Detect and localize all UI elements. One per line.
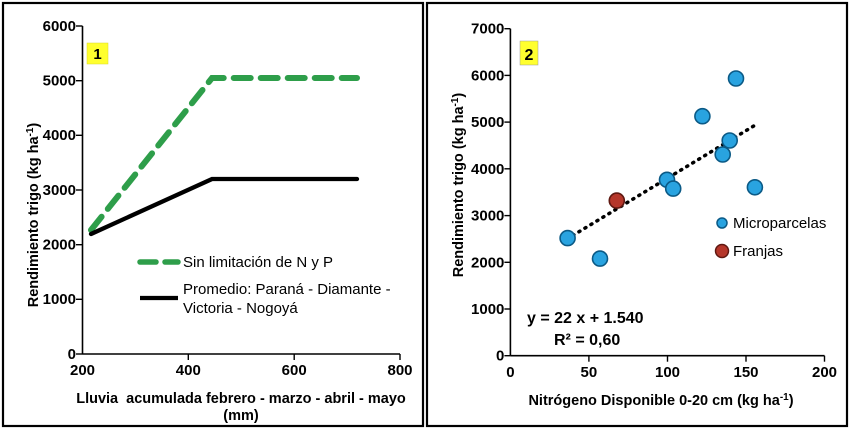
svg-text:Nitrógeno Disponible 0-20 cm (: Nitrógeno Disponible 0-20 cm (kg ha-1)	[528, 392, 793, 409]
svg-text:Franjas: Franjas	[733, 243, 783, 260]
svg-text:Promedio: Paraná - Diamante -: Promedio: Paraná - Diamante -	[183, 281, 391, 298]
svg-text:200: 200	[70, 362, 95, 379]
svg-text:600: 600	[282, 362, 307, 379]
svg-text:(mm): (mm)	[223, 408, 259, 424]
svg-text:1000: 1000	[471, 301, 504, 318]
svg-text:Lluvia acumulada febrero - ma: Lluvia acumulada febrero - marzo - abril…	[76, 391, 406, 407]
svg-text:50: 50	[581, 364, 598, 381]
svg-text:7000: 7000	[471, 21, 504, 38]
svg-text:0: 0	[506, 364, 514, 381]
svg-text:Rendimiento trigo (kg ha-1): Rendimiento trigo (kg ha-1)	[450, 93, 467, 278]
svg-text:200: 200	[812, 364, 837, 381]
svg-text:Rendimiento trigo (kg ha-1): Rendimiento trigo (kg ha-1)	[25, 123, 42, 308]
svg-text:4000: 4000	[471, 161, 504, 178]
svg-text:R² = 0,60: R² = 0,60	[554, 332, 620, 349]
svg-text:4000: 4000	[43, 127, 76, 144]
svg-text:1: 1	[93, 46, 101, 63]
svg-text:100: 100	[655, 364, 680, 381]
svg-text:3000: 3000	[43, 182, 76, 199]
svg-text:400: 400	[176, 362, 201, 379]
svg-text:1000: 1000	[43, 291, 76, 308]
svg-text:5000: 5000	[43, 73, 76, 90]
svg-text:6000: 6000	[43, 18, 76, 35]
svg-text:150: 150	[733, 364, 758, 381]
svg-text:y = 22 x + 1.540: y = 22 x + 1.540	[527, 310, 644, 327]
svg-text:2000: 2000	[43, 237, 76, 254]
svg-text:2: 2	[525, 47, 534, 64]
svg-text:0: 0	[496, 348, 504, 365]
svg-text:0: 0	[68, 346, 76, 363]
svg-text:Sin limitación de N y P: Sin limitación de N y P	[183, 254, 333, 271]
svg-text:Microparcelas: Microparcelas	[733, 215, 826, 232]
svg-text:Victoria - Nogoyá: Victoria - Nogoyá	[183, 300, 298, 317]
svg-text:3000: 3000	[471, 208, 504, 225]
svg-text:800: 800	[387, 362, 412, 379]
svg-text:6000: 6000	[471, 67, 504, 84]
svg-text:2000: 2000	[471, 254, 504, 271]
svg-text:5000: 5000	[471, 114, 504, 131]
